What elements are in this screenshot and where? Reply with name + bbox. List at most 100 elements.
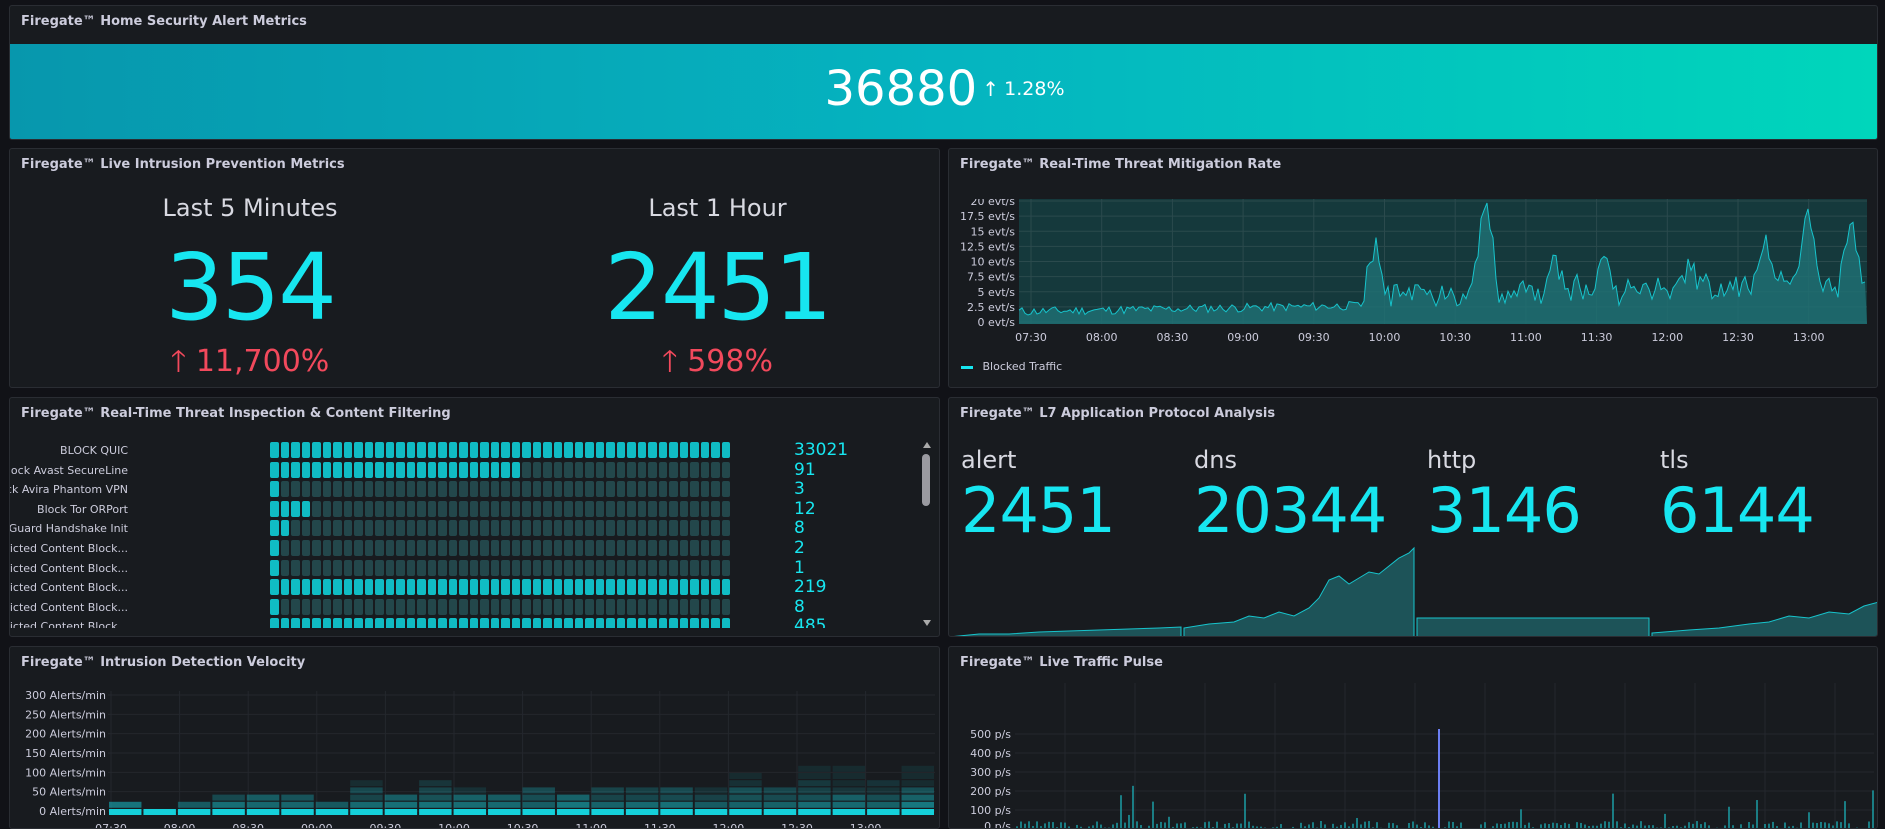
blocked-traffic-area bbox=[1019, 203, 1867, 324]
bar-gauge-cell bbox=[690, 579, 699, 596]
bar-gauge-cell bbox=[427, 481, 436, 498]
intrusion-prevention-metrics-panel: Firegate™ Live Intrusion Prevention Metr… bbox=[9, 148, 940, 388]
bar-gauge-cell bbox=[480, 540, 489, 556]
bar-gauge-cell bbox=[574, 579, 583, 596]
bar-gauge-cell bbox=[396, 540, 405, 556]
stat-background bbox=[10, 44, 1877, 139]
bar-gauge-cell bbox=[711, 520, 720, 537]
bar-gauge-cell bbox=[375, 540, 384, 556]
bar-gauge-cell bbox=[669, 520, 678, 537]
bar-gauge-cell bbox=[627, 579, 636, 596]
heatmap-cell bbox=[832, 794, 866, 801]
y-tick-label: 0 Alerts/min bbox=[39, 805, 106, 818]
bar-gauge-cell bbox=[511, 618, 520, 628]
bar-gauge-cell bbox=[448, 559, 457, 576]
bar-gauge-row[interactable]: Block Avira Phantom VPN 3 bbox=[10, 479, 805, 499]
heatmap-cell bbox=[763, 809, 797, 815]
heatmap-cell bbox=[660, 801, 693, 808]
bar-gauge-row[interactable]: Firegate™ Policy: Restricted Content Blo… bbox=[10, 616, 826, 628]
bar-gauge-cell bbox=[721, 461, 730, 478]
bar-gauge-cell bbox=[396, 579, 405, 596]
bar-gauge-cell bbox=[648, 500, 657, 517]
bar-gauge-cell bbox=[595, 520, 604, 537]
bar-gauge-row[interactable]: Firegate™ Policy: Restricted Content Blo… bbox=[10, 538, 805, 558]
bar-gauge-cell bbox=[637, 579, 646, 596]
bar-gauge-cell bbox=[469, 559, 478, 576]
mitigation-chart[interactable]: 0 evt/s 2.5 evt/s 5 evt/s 7.5 evt/s 10 evt/s… bbox=[949, 199, 1878, 379]
bar-gauge-row[interactable]: Block WireGuard Handshake Init 8 bbox=[10, 518, 805, 538]
heatmap-cell bbox=[143, 809, 176, 815]
bar-gauge-row[interactable]: Firegate™ Policy: Restricted Content Blo… bbox=[10, 577, 826, 597]
bar-gauge-cell bbox=[417, 461, 426, 478]
bar-gauge-cell bbox=[301, 481, 310, 498]
bar-gauge-cell bbox=[595, 598, 604, 615]
bar-gauge-cell bbox=[648, 618, 657, 628]
bar-gauge-cell bbox=[522, 598, 531, 615]
x-tick-label: 07:30 bbox=[95, 822, 127, 829]
bar-gauge-cell bbox=[574, 461, 583, 478]
heatmap-cell bbox=[419, 780, 452, 787]
bar-gauge-cell bbox=[291, 540, 300, 556]
bar-gauge-cell bbox=[511, 579, 520, 596]
bar-gauge-cell bbox=[312, 442, 321, 458]
alert-sparkline bbox=[953, 626, 1182, 636]
scroll-down-icon[interactable] bbox=[923, 620, 931, 626]
bar-gauge-cell bbox=[501, 500, 510, 517]
bar-gauge-cell bbox=[280, 598, 289, 615]
bar-gauge-cell bbox=[595, 579, 604, 596]
traffic-pulse-chart[interactable]: 100 p/s 200 p/s 300 p/s 400 p/s 500 p/s 0 p/… bbox=[949, 683, 1878, 829]
bar-gauge-cell bbox=[721, 500, 730, 517]
http-sparkline bbox=[1416, 617, 1650, 636]
heatmap-cell bbox=[315, 801, 349, 808]
scroll-up-icon[interactable] bbox=[923, 442, 931, 448]
bar-gauge-row[interactable]: BLOCK QUIC 33021 bbox=[10, 442, 848, 460]
bar-gauge-cell bbox=[385, 579, 394, 596]
bar-gauge-cell bbox=[501, 540, 510, 556]
bar-gauge-cell bbox=[700, 442, 709, 458]
bar-gauge-cell bbox=[291, 442, 300, 458]
chart-legend[interactable]: Blocked Traffic bbox=[961, 360, 1062, 373]
scroll-thumb[interactable] bbox=[922, 454, 930, 506]
bar-gauge-cell bbox=[459, 540, 468, 556]
bar-gauge-cell bbox=[658, 579, 667, 596]
bar-gauge-cell bbox=[658, 442, 667, 458]
bar-gauge-cell bbox=[711, 559, 720, 576]
bar-gauge-cell bbox=[480, 618, 489, 628]
bar-gauge-row[interactable]: Block Avast SecureLine 91 bbox=[10, 460, 816, 480]
alert-label: alert bbox=[961, 446, 1017, 474]
bar-gauge-cell bbox=[606, 598, 615, 615]
legend-label: Blocked Traffic bbox=[982, 360, 1063, 373]
x-tick-label: 08:30 bbox=[1157, 331, 1189, 344]
bar-gauge-value: 3 bbox=[794, 479, 805, 500]
bar-gauge-cell bbox=[448, 520, 457, 537]
heatmap-cell bbox=[729, 809, 762, 815]
bar-gauge-cell bbox=[375, 461, 384, 478]
bar-gauge-cell bbox=[564, 520, 573, 537]
bar-gauge-cell bbox=[648, 442, 657, 458]
bar-gauge-label: Block Tor ORPort bbox=[37, 502, 128, 516]
bar-gauge-row[interactable]: Firegate™ Policy: Restricted Content Blo… bbox=[10, 597, 805, 617]
y-tick-label: 50 Alerts/min bbox=[32, 786, 106, 799]
x-tick-label: 08:30 bbox=[232, 822, 264, 829]
bar-gauge-label: Firegate™ Policy: Restricted Content Blo… bbox=[10, 600, 128, 614]
velocity-heatmap[interactable]: 0 Alerts/min 50 Alerts/min 100 Alerts/min 1… bbox=[10, 683, 940, 829]
heatmap-cell bbox=[660, 787, 693, 794]
bar-gauge-cell bbox=[543, 598, 552, 615]
bar-gauge-cell bbox=[721, 520, 730, 537]
bar-gauge-cell bbox=[427, 618, 436, 628]
heatmap-cell bbox=[901, 809, 934, 815]
heatmap-cell bbox=[798, 809, 831, 815]
bar-gauge-cell bbox=[427, 598, 436, 615]
bar-gauge-cell bbox=[270, 598, 279, 615]
y-ticks: 0 Alerts/min 50 Alerts/min 100 Alerts/min 1… bbox=[25, 689, 106, 818]
heatmap-cell bbox=[281, 794, 314, 801]
l7-protocol-analysis-panel: Firegate™ L7 Application Protocol Analys… bbox=[948, 397, 1878, 637]
bar-gauge-row[interactable]: Block Tor ORPort 12 bbox=[10, 499, 816, 519]
bar-gauge-cell bbox=[532, 461, 541, 478]
bar-gauge-cell bbox=[564, 540, 573, 556]
scrollbar[interactable] bbox=[921, 442, 933, 628]
heatmap-cell bbox=[832, 787, 866, 794]
bar-gauge-cell bbox=[490, 442, 499, 458]
bar-gauge-row[interactable]: Firegate™ Policy: Restricted Content Blo… bbox=[10, 558, 805, 578]
panel-title: Firegate™ Live Intrusion Prevention Metr… bbox=[21, 157, 345, 172]
